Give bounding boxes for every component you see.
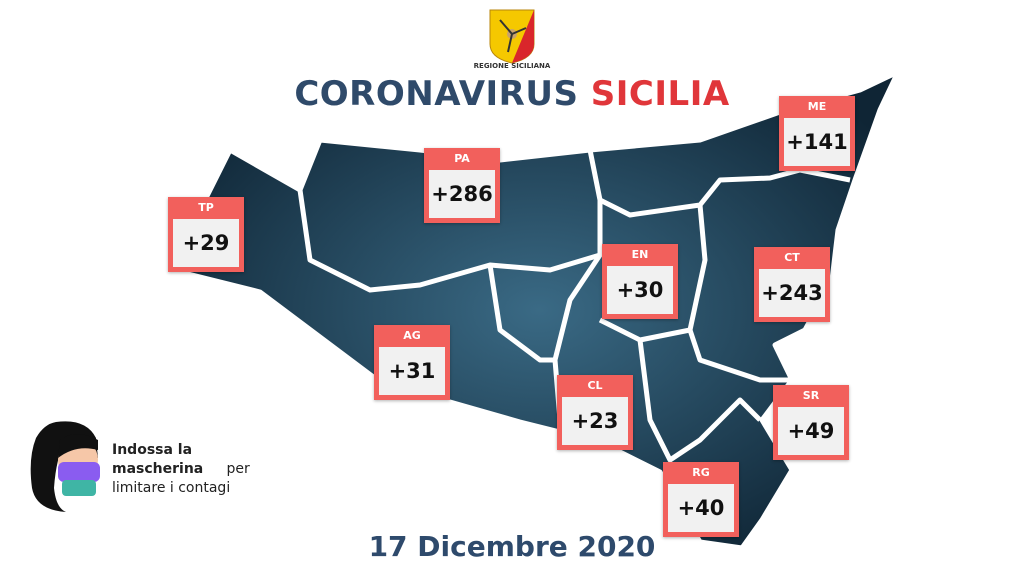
logo-text: REGIONE SICILIANA: [473, 62, 551, 70]
title-sicilia: SICILIA: [590, 74, 730, 114]
province-value: +286: [429, 170, 495, 218]
province-code: ME: [807, 100, 827, 113]
province-box-me: ME +141: [779, 96, 855, 171]
province-box-ct: CT +243: [754, 247, 830, 322]
province-box-pa: PA +286: [424, 148, 500, 223]
province-value: +243: [759, 269, 825, 317]
title-coronavirus: CORONAVIRUS: [294, 74, 579, 114]
province-value: +23: [562, 397, 628, 445]
province-box-rg: RG +40: [663, 462, 739, 537]
date-label: 17 Dicembre 2020: [368, 530, 656, 563]
province-code: SR: [802, 389, 820, 402]
province-box-cl: CL +23: [557, 375, 633, 450]
province-value: +49: [778, 407, 844, 455]
page-title: CORONAVIRUS SICILIA: [0, 74, 1024, 114]
province-value: +29: [173, 219, 239, 267]
message-bold: Indossa la mascherina: [112, 442, 204, 477]
province-box-sr: SR +49: [773, 385, 849, 460]
province-code: CT: [784, 251, 800, 264]
province-value: +30: [607, 266, 673, 314]
province-code: TP: [198, 201, 214, 214]
province-code: RG: [692, 466, 710, 479]
province-box-ag: AG +31: [374, 325, 450, 400]
province-code: EN: [631, 248, 649, 261]
masked-woman-icon: [30, 421, 100, 512]
province-value: +40: [668, 484, 734, 532]
regione-siciliana-logo: [489, 9, 535, 64]
province-value: +141: [784, 118, 850, 166]
message-rest2: limitare i contagi: [112, 480, 231, 496]
province-borders: [297, 149, 851, 463]
province-code: CL: [587, 379, 603, 392]
province-box-tp: TP +29: [168, 197, 244, 272]
province-code: AG: [403, 329, 421, 342]
mask-message: Indossa la mascherina per limitare i cont…: [112, 441, 250, 498]
message-rest1: per: [226, 461, 250, 477]
province-code: PA: [454, 152, 470, 165]
province-box-en: EN +30: [602, 244, 678, 319]
province-value: +31: [379, 347, 445, 395]
